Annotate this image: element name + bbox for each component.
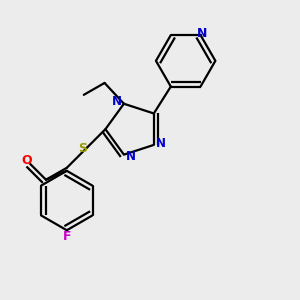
Text: N: N (197, 27, 207, 40)
Text: N: N (112, 95, 122, 108)
Text: F: F (62, 230, 71, 243)
Text: S: S (79, 142, 88, 155)
Text: N: N (156, 137, 166, 150)
Text: O: O (21, 154, 32, 167)
Text: N: N (126, 150, 136, 163)
